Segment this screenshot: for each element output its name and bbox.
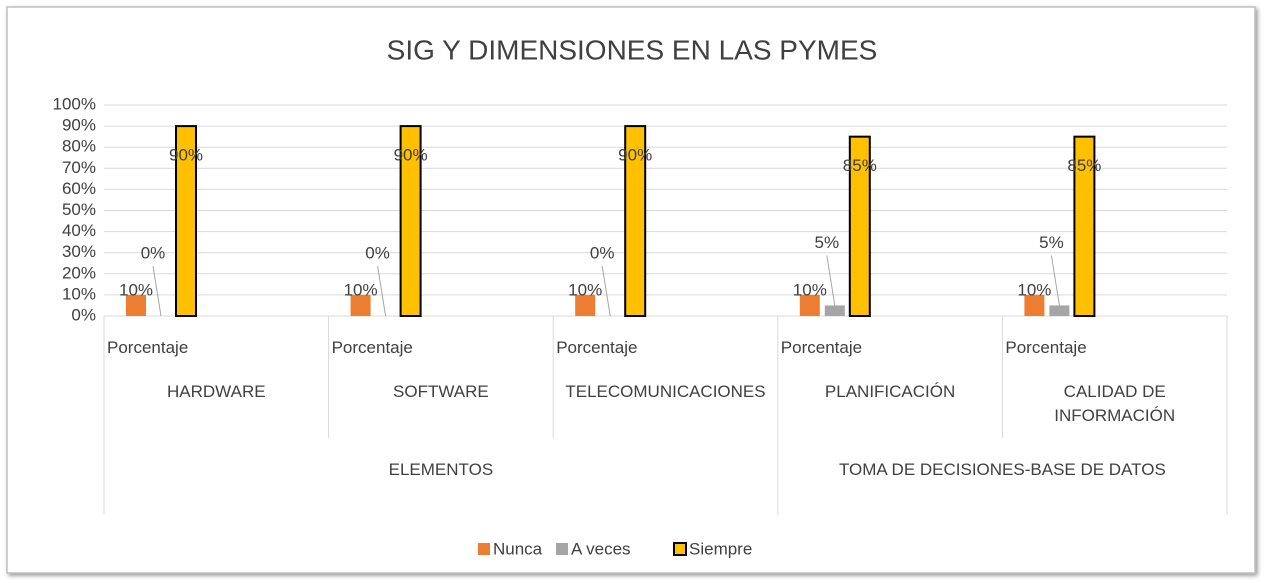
- y-tick-label: 50%: [62, 200, 96, 219]
- x-group-label: PLANIFICACIÓN: [824, 382, 956, 401]
- leader-line: [601, 265, 611, 317]
- data-label: 0%: [365, 243, 390, 262]
- legend-label: A veces: [571, 539, 631, 558]
- bar: [1049, 305, 1070, 316]
- x-supergroup-label: ELEMENTOS: [388, 460, 494, 479]
- leader-line: [826, 255, 836, 306]
- x-supergroup-label: TOMA DE DECISIONES-BASE DE DATOS: [838, 460, 1166, 479]
- bar: [799, 294, 820, 316]
- data-label: 85%: [843, 156, 877, 175]
- leader-line: [1050, 255, 1060, 306]
- data-label: 0%: [141, 243, 166, 262]
- y-tick-label: 60%: [62, 179, 96, 198]
- bar: [175, 125, 197, 317]
- y-tick-label: 100%: [53, 94, 96, 113]
- chart-title: SIG Y DIMENSIONES EN LAS PYMES: [387, 34, 878, 65]
- bar: [126, 294, 146, 316]
- y-tick-label: 10%: [62, 284, 96, 303]
- bar: [575, 294, 596, 316]
- data-label: 85%: [1067, 156, 1101, 175]
- x-group-label: CALIDAD DE INFORMACIÓN: [1054, 382, 1176, 425]
- x-tick-label: Porcentaje: [1005, 338, 1087, 357]
- y-tick-label: 20%: [62, 263, 96, 282]
- bar: [824, 305, 845, 316]
- x-tick-label: Porcentaje: [107, 338, 189, 357]
- x-group-label: TELECOMUNICACIONES: [565, 382, 766, 401]
- x-tick-label: Porcentaje: [780, 338, 863, 357]
- data-label: 90%: [394, 146, 428, 165]
- leader-line: [152, 265, 162, 317]
- bar: [624, 125, 647, 317]
- legend-label: Siempre: [689, 539, 752, 558]
- bar: [399, 125, 422, 317]
- bar: [1024, 294, 1045, 316]
- leader-line: [377, 265, 387, 317]
- legend-label: Nunca: [493, 539, 543, 558]
- data-label: 10%: [1017, 280, 1051, 299]
- data-label: 0%: [590, 243, 615, 262]
- data-label: 10%: [793, 280, 827, 299]
- data-label: 10%: [119, 280, 153, 299]
- bar: [1073, 135, 1096, 317]
- y-tick-label: 0%: [71, 305, 96, 324]
- data-label: 90%: [618, 146, 652, 165]
- y-tick-label: 40%: [62, 221, 96, 240]
- x-group-label: SOFTWARE: [393, 382, 489, 401]
- y-tick-label: 90%: [62, 116, 96, 135]
- data-label: 5%: [815, 233, 840, 252]
- legend-swatch: [556, 543, 568, 555]
- data-label: 90%: [169, 146, 203, 165]
- data-label: 10%: [568, 280, 602, 299]
- legend-swatch: [673, 542, 687, 556]
- x-tick-label: Porcentaje: [331, 338, 413, 357]
- data-label: 10%: [344, 280, 378, 299]
- legend-swatch: [478, 543, 490, 555]
- y-tick-label: 80%: [62, 137, 96, 156]
- y-tick-label: 70%: [62, 158, 96, 177]
- data-label: 5%: [1039, 233, 1064, 252]
- bar: [350, 294, 371, 316]
- bar: [848, 135, 871, 317]
- x-group-label: HARDWARE: [167, 382, 266, 401]
- x-tick-label: Porcentaje: [556, 338, 638, 357]
- y-tick-label: 30%: [62, 242, 96, 261]
